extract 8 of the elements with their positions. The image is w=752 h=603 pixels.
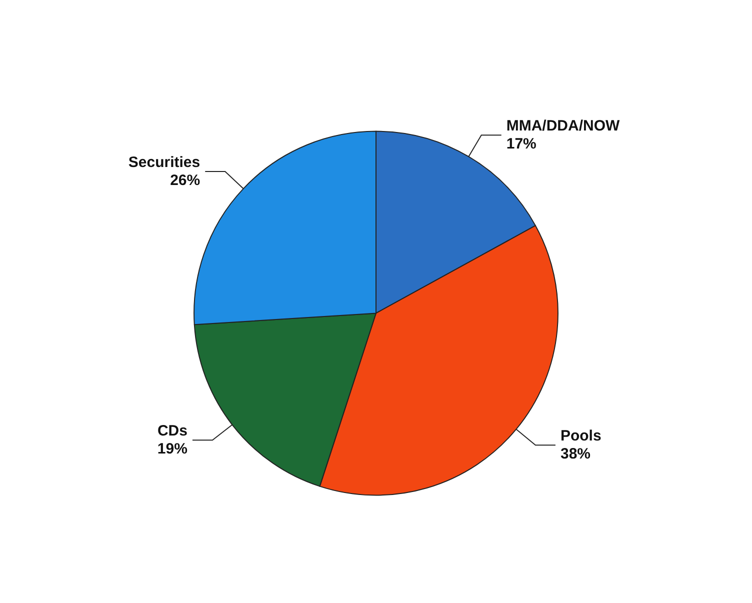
slice-label: Pools	[560, 428, 602, 445]
slice-label: Securities	[128, 154, 200, 172]
data-label: 19%	[157, 440, 188, 458]
data-label: 38%	[560, 446, 591, 463]
data-label: 26%	[170, 172, 200, 190]
slice-label: MMA/DDA/NOW	[506, 118, 621, 135]
data-label: 17%	[506, 136, 536, 153]
slice-label: CDs	[157, 422, 188, 440]
